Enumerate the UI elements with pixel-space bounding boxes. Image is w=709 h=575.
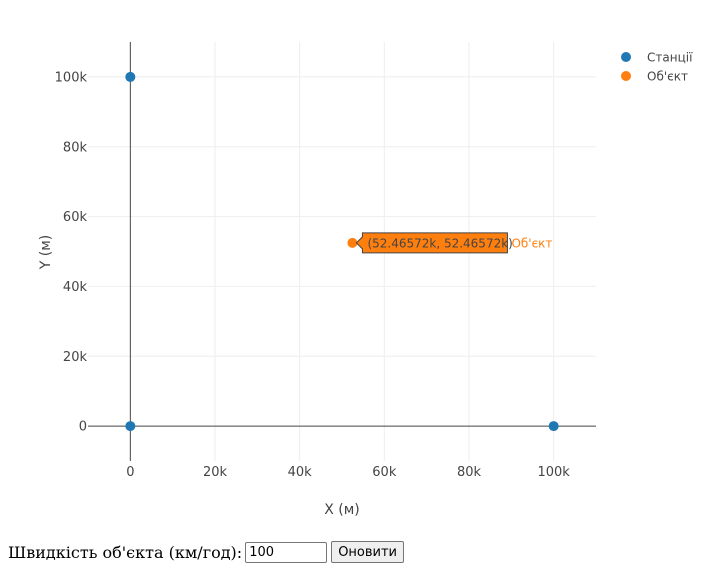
y-tick-label: 60k [63,210,88,225]
y-tick-label: 0 [79,420,87,435]
legend[interactable]: Станції Об'єкт [621,51,693,84]
tooltip-box [355,232,508,254]
speed-input[interactable] [245,541,328,563]
object-point[interactable] [347,237,358,248]
station-point[interactable] [125,421,136,432]
y-tick-label: 100k [55,70,88,85]
data-points[interactable] [125,71,559,432]
legend-label[interactable]: Об'єкт [647,70,688,84]
y-tick-label: 40k [63,280,88,295]
y-axis-title: Y (м) [38,235,54,271]
axes [88,42,596,461]
grid-lines [88,42,596,461]
legend-label[interactable]: Станції [647,51,693,65]
x-tick-label: 40k [288,465,313,480]
legend-marker[interactable] [621,71,631,81]
speed-controls: Швидкість об'єкта (км/год): Оновити [8,541,405,563]
x-tick-label: 100k [537,465,570,480]
scatter-plot[interactable]: 0 20k 40k 60k 80k 100k 0 20k 40k 60k 80k 100k X (м)… [0,0,709,535]
y-tick-label: 20k [63,350,88,365]
legend-marker[interactable] [621,52,631,62]
station-point[interactable] [125,71,136,82]
station-point[interactable] [548,421,559,432]
tooltip-series-label: Об'єкт [511,236,552,250]
y-tick-label: 80k [63,140,88,155]
speed-label: Швидкість об'єкта (км/год): [8,542,243,562]
tick-labels: 0 20k 40k 60k 80k 100k 0 20k 40k 60k 80k 100k [55,70,571,480]
x-axis-title: X (м) [324,502,360,518]
tooltip-value: (52.46572k, 52.46572k) [367,236,512,250]
x-tick-label: 80k [457,465,482,480]
x-tick-label: 0 [126,465,134,480]
hover-tooltip: (52.46572k, 52.46572k)Об'єкт [355,232,552,254]
update-button[interactable]: Оновити [331,541,405,563]
x-tick-label: 20k [203,465,228,480]
x-tick-label: 60k [372,465,397,480]
